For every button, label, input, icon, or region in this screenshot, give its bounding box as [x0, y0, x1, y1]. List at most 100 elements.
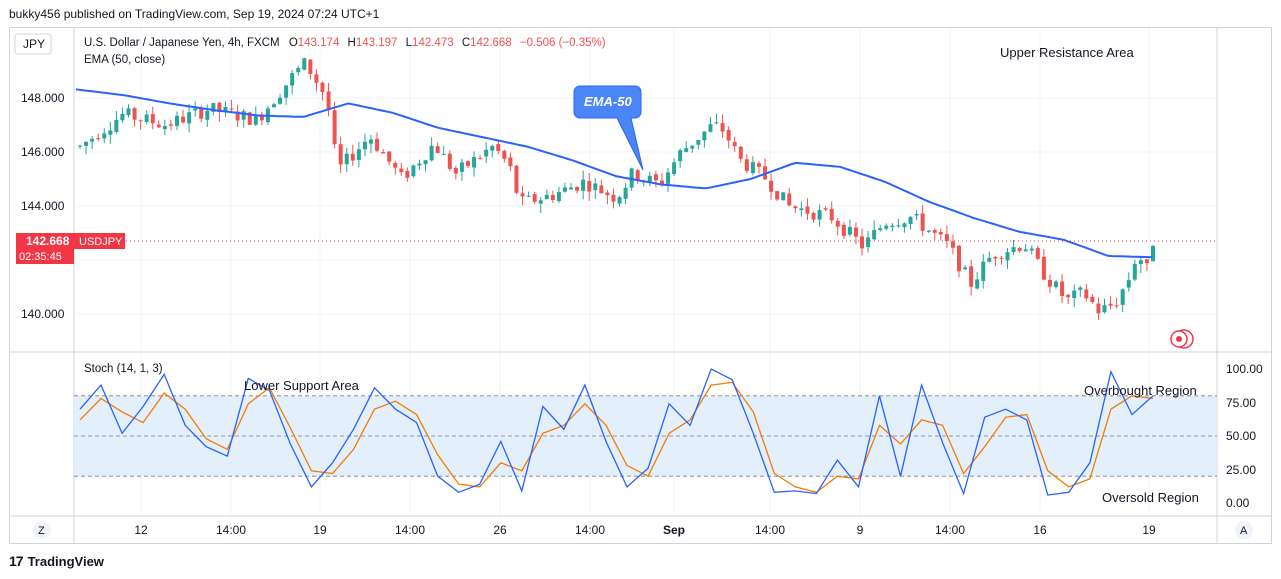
candle-body: [120, 113, 125, 121]
candle-body: [399, 168, 404, 173]
candle-body: [575, 186, 580, 191]
candle-body: [320, 82, 325, 93]
candle-body: [908, 216, 913, 224]
candle-body: [884, 225, 889, 229]
candle-body: [690, 145, 695, 149]
zoom-reset-button[interactable]: [33, 521, 51, 539]
candle-body: [896, 225, 901, 227]
x-tick-1400-c: 14:00: [575, 523, 605, 537]
auto-scale-button[interactable]: [1235, 521, 1253, 539]
candle-body: [835, 220, 840, 227]
candle-body: [769, 180, 774, 192]
candle-body: [781, 192, 786, 201]
candle-body: [544, 194, 549, 199]
candle-body: [866, 237, 871, 248]
candle-body: [1011, 247, 1016, 253]
candle-body: [259, 114, 264, 121]
upper-resistance-label: Upper Resistance Area: [1000, 45, 1134, 60]
candle-body: [156, 124, 161, 128]
candle-body: [714, 122, 719, 124]
candle-body: [520, 193, 525, 197]
candle-body: [775, 191, 780, 200]
candle-body: [1132, 263, 1137, 280]
oversold-label: Oversold Region: [1102, 490, 1199, 505]
candle-body: [605, 192, 610, 196]
candle-body: [569, 187, 574, 190]
stoch-tick-50: 50.00: [1226, 429, 1256, 443]
published-header: bukky456 published on TradingView.com, S…: [9, 7, 380, 21]
candle-body: [78, 145, 82, 147]
candle-body: [587, 180, 592, 192]
candle-body: [666, 172, 671, 184]
overbought-label: Overbought Region: [1084, 383, 1197, 398]
ohlc-c-label: C: [462, 37, 470, 49]
candle-body: [678, 150, 683, 162]
stoch-k-line: [79, 368, 1154, 496]
candle-body: [1029, 248, 1034, 251]
auto-scale-label: A: [1240, 525, 1248, 537]
candle-body: [290, 73, 295, 86]
currency-badge[interactable]: [14, 33, 52, 55]
x-tick-9: 9: [857, 523, 864, 537]
candle-body: [114, 119, 119, 132]
candle-body: [362, 141, 367, 150]
tradingview-logo[interactable]: 17 TradingView: [9, 553, 104, 569]
candle-body: [144, 114, 149, 122]
candle-body: [429, 145, 434, 161]
candle-body: [890, 225, 895, 228]
candle-body: [181, 116, 186, 123]
candle-body: [150, 114, 155, 124]
stoch-band: [74, 395, 1217, 477]
price-tag-ticker: USDJPY: [79, 236, 123, 248]
x-tick-1400-e: 14:00: [935, 523, 965, 537]
ohlc-l-label: L: [406, 37, 413, 49]
y-tick-146: 146.000: [21, 145, 65, 159]
candlestick-series[interactable]: [78, 57, 1155, 320]
candle-body: [478, 157, 483, 159]
candle-body: [1102, 305, 1107, 313]
candle-body: [447, 153, 452, 169]
candle-body: [944, 234, 949, 241]
candle-body: [417, 163, 422, 166]
candle-body: [1114, 305, 1119, 307]
stochastic-lines[interactable]: [79, 368, 1154, 496]
candle-body: [811, 212, 816, 220]
candle-body: [405, 170, 410, 178]
candle-body: [957, 245, 962, 272]
ema-50-line[interactable]: [75, 88, 1153, 259]
candle-body: [168, 124, 173, 126]
candle-body: [1047, 279, 1052, 287]
candle-body: [1138, 260, 1143, 265]
candle-body: [1023, 249, 1028, 252]
candle-body: [441, 153, 446, 155]
candle-body: [508, 157, 513, 167]
candle-body: [635, 170, 640, 181]
candle-body: [308, 59, 313, 75]
candle-body: [556, 192, 561, 202]
y-tick-144: 144.000: [21, 199, 65, 213]
candle-body: [938, 231, 943, 235]
candle-body: [720, 123, 725, 132]
ohlc-h-label: H: [348, 37, 356, 49]
candle-body: [90, 138, 95, 142]
candle-body: [1144, 259, 1149, 264]
candle-body: [969, 266, 974, 287]
candle-body: [829, 208, 834, 221]
ema-legend: EMA (50, close): [84, 54, 165, 66]
tradingview-icon: 17: [9, 553, 24, 569]
candle-body: [108, 130, 113, 135]
candle-body: [987, 257, 992, 262]
alert-target-icon[interactable]: [1170, 329, 1194, 349]
candle-body: [411, 165, 416, 177]
candle-body: [435, 146, 440, 153]
candle-body: [847, 226, 852, 235]
candle-body: [793, 206, 798, 209]
price-tag-price: 142.668: [26, 234, 70, 248]
x-tick-1400-b: 14:00: [395, 523, 425, 537]
candle-body: [1041, 256, 1046, 280]
candle-body: [1066, 294, 1071, 298]
candle-body: [599, 185, 604, 194]
candle-body: [841, 224, 846, 236]
candle-body: [193, 108, 198, 111]
